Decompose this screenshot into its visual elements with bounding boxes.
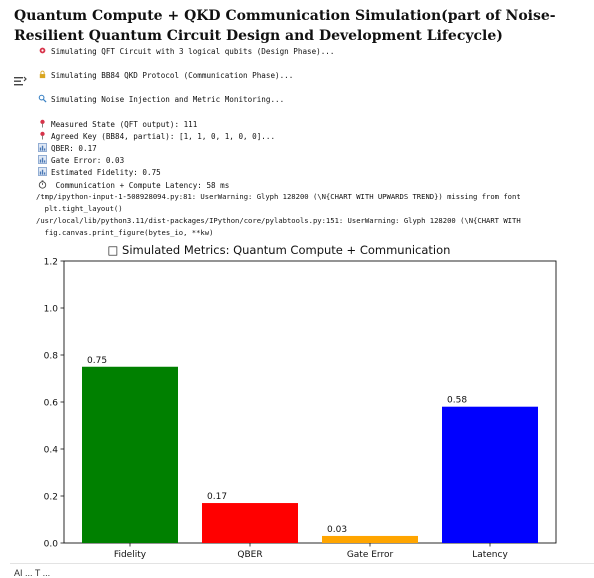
gear-icon bbox=[39, 47, 46, 54]
metric-line: Estimated Fidelity: 0.75 bbox=[38, 167, 161, 178]
log-line: Simulating BB84 QKD Protocol (Communicat… bbox=[38, 70, 293, 81]
x-tick-label: Latency bbox=[472, 550, 508, 560]
warning-line: /tmp/ipython-input-1-508928094.py:81: Us… bbox=[36, 192, 521, 202]
y-tick-label: 0.8 bbox=[44, 351, 59, 361]
metric-line-text: Measured State (QFT output): 111 bbox=[51, 120, 198, 129]
metric-line-text: QBER: 0.17 bbox=[51, 144, 97, 153]
x-tick-label: Fidelity bbox=[114, 550, 147, 560]
magnifier-icon bbox=[38, 94, 47, 103]
pin-icon bbox=[40, 119, 45, 128]
y-axis: 0.0 0.2 0.4 0.6 0.8 1.0 1.2 bbox=[44, 257, 64, 549]
y-tick-label: 0.4 bbox=[44, 445, 59, 455]
warning-line: plt.tight_layout() bbox=[36, 204, 123, 214]
y-tick-label: 1.0 bbox=[44, 304, 59, 314]
bar-value-label: 0.75 bbox=[87, 356, 107, 366]
x-tick-label: QBER bbox=[237, 550, 262, 560]
metric-line-text: Agreed Key (BB84, partial): [1, 1, 0, 1,… bbox=[51, 132, 276, 141]
metric-line: Communication + Compute Latency: 58 ms bbox=[38, 180, 229, 191]
y-tick-label: 0.2 bbox=[44, 492, 58, 502]
chart-title: □ Simulated Metrics: Quantum Compute + C… bbox=[108, 243, 451, 257]
bar-value-label: 0.03 bbox=[327, 525, 347, 535]
log-line-text: Simulating QFT Circuit with 3 logical qu… bbox=[51, 47, 335, 56]
metric-line: QBER: 0.17 bbox=[38, 143, 97, 154]
warning-line: /usr/local/lib/python3.11/dist-packages/… bbox=[36, 216, 521, 226]
y-tick-label: 1.2 bbox=[44, 257, 58, 267]
metric-line-text: Estimated Fidelity: 0.75 bbox=[51, 168, 161, 177]
log-line-text: Simulating BB84 QKD Protocol (Communicat… bbox=[51, 71, 294, 80]
metric-line: Agreed Key (BB84, partial): [1, 1, 0, 1,… bbox=[38, 131, 275, 142]
notebook-title: Quantum Compute + QKD Communication Simu… bbox=[14, 8, 556, 44]
warning-line-text: /usr/local/lib/python3.11/dist-packages/… bbox=[36, 216, 521, 225]
bar-value-label: 0.17 bbox=[207, 492, 227, 502]
bar-gate-error bbox=[322, 535, 418, 543]
next-cell-text: AI ... T ... bbox=[14, 568, 51, 578]
bar-chart-icon bbox=[38, 155, 47, 164]
bar-fidelity bbox=[82, 366, 178, 543]
metric-line: Gate Error: 0.03 bbox=[38, 155, 124, 166]
bar-latency bbox=[442, 406, 538, 543]
log-line: Simulating Noise Injection and Metric Mo… bbox=[38, 94, 284, 105]
bar-chart-icon bbox=[38, 167, 47, 176]
metrics-bar-chart: □ Simulated Metrics: Quantum Compute + C… bbox=[44, 243, 557, 560]
log-line-text: Simulating Noise Injection and Metric Mo… bbox=[51, 95, 285, 104]
x-tick-label: Gate Error bbox=[347, 550, 394, 560]
metric-line-text: Gate Error: 0.03 bbox=[51, 156, 125, 165]
metric-line-text: Communication + Compute Latency: 58 ms bbox=[51, 181, 230, 190]
cell-divider bbox=[10, 563, 594, 564]
bar-chart-icon bbox=[38, 143, 47, 152]
lock-icon bbox=[39, 70, 46, 79]
y-tick-label: 0.0 bbox=[44, 539, 59, 549]
bar-value-label: 0.58 bbox=[447, 396, 467, 406]
bars-group: 0.75 Fidelity 0.17 QBER 0.03 Gate Error 0.58 La… bbox=[82, 356, 538, 560]
warning-line-text: fig.canvas.print_figure(bytes_io, **kw) bbox=[36, 228, 214, 237]
warning-line-text: /tmp/ipython-input-1-508928094.py:81: Us… bbox=[36, 192, 521, 201]
log-line: Simulating QFT Circuit with 3 logical qu… bbox=[38, 46, 334, 57]
warning-line: fig.canvas.print_figure(bytes_io, **kw) bbox=[36, 228, 214, 238]
output-settings-icon[interactable] bbox=[13, 74, 27, 88]
stopwatch-icon bbox=[38, 180, 47, 189]
y-tick-label: 0.6 bbox=[44, 398, 59, 408]
warning-line-text: plt.tight_layout() bbox=[36, 204, 123, 213]
pin-icon bbox=[40, 131, 45, 140]
metric-line: Measured State (QFT output): 111 bbox=[38, 119, 197, 130]
bar-qber bbox=[202, 503, 298, 543]
